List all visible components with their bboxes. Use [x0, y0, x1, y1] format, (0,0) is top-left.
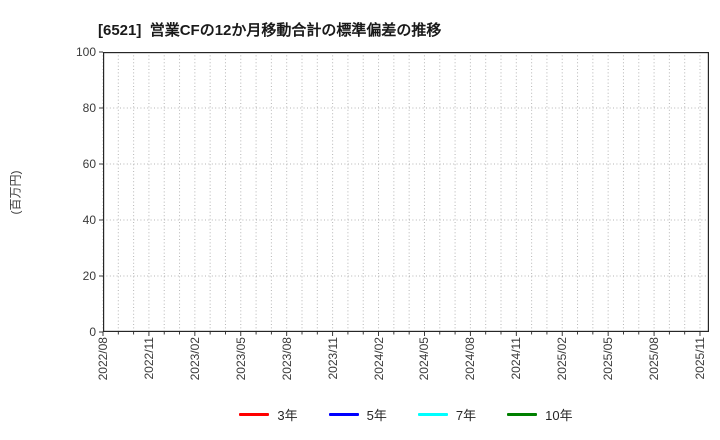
y-tick-label: 100	[75, 45, 96, 59]
y-tick-label: 0	[89, 325, 96, 339]
x-tick-label: 2023/02	[187, 337, 202, 381]
y-tick-label: 80	[82, 101, 96, 115]
plot-area	[99, 51, 709, 336]
legend-line-swatch	[328, 412, 359, 416]
x-tick-label: 2024/05	[417, 337, 432, 381]
y-tick-label: 20	[82, 269, 96, 283]
x-tick-label: 2023/08	[279, 337, 294, 381]
x-tick-label: 2024/11	[509, 337, 524, 380]
legend-item-1: 5年	[328, 405, 387, 424]
x-tick-label: 2025/02	[555, 337, 570, 381]
legend-label: 7年	[455, 407, 477, 423]
legend-line-swatch	[507, 412, 538, 416]
x-tick-label: 2025/08	[647, 337, 662, 381]
legend-item-2: 7年	[417, 405, 477, 424]
y-tick-label: 60	[82, 157, 96, 171]
x-tick-label: 2024/08	[463, 337, 478, 381]
x-tick-label: 2025/05	[601, 337, 616, 381]
axes-border	[103, 52, 709, 332]
legend-label: 5年	[366, 407, 387, 423]
x-tick-label: 2023/05	[233, 337, 248, 381]
y-tick-label: 40	[82, 213, 96, 227]
legend-line-swatch	[417, 412, 448, 416]
x-tick-label: 2024/02	[371, 337, 386, 381]
legend-item-3: 10年	[507, 405, 573, 424]
x-tick-label: 2025/11	[693, 337, 707, 380]
legend-item-0: 3年	[239, 405, 298, 424]
x-tick-label: 2023/11	[325, 337, 340, 380]
legend-label: 10年	[545, 407, 573, 423]
x-tick-label: 2022/08	[96, 337, 110, 381]
y-axis-label: (百万円)	[8, 170, 23, 214]
legend: 3年 5年 7年 10年	[103, 401, 709, 427]
x-tick-label: 2022/11	[141, 337, 156, 380]
legend-line-swatch	[239, 412, 270, 416]
chart-title: [6521] 営業CFの12か月移動合計の標準偏差の推移	[98, 22, 442, 39]
legend-label: 3年	[277, 407, 298, 423]
